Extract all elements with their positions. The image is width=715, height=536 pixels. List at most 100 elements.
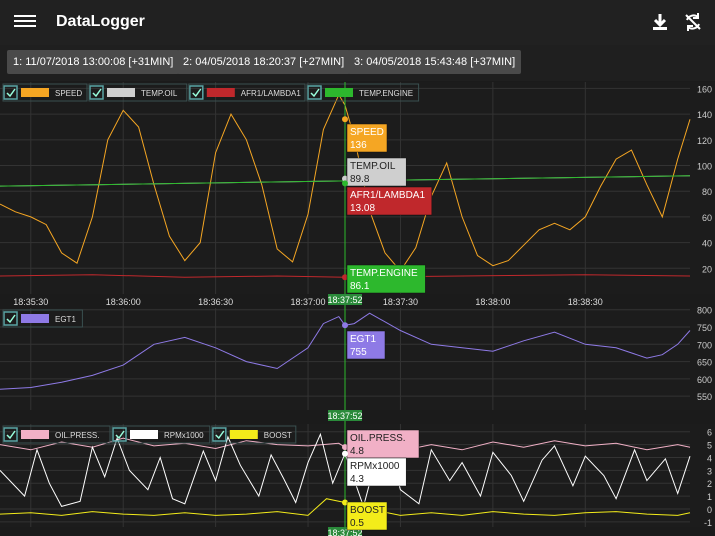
- cursor-time-label: 18:37:52: [327, 528, 362, 536]
- legend-item[interactable]: TEMP.OIL: [88, 83, 188, 102]
- value-tag-value: 89.8: [350, 174, 370, 185]
- legend-item[interactable]: BOOST: [211, 425, 297, 444]
- y-tick-label: 160: [697, 84, 712, 94]
- legend-swatch: [21, 88, 49, 97]
- y-tick-label: 750: [697, 323, 712, 333]
- legend-swatch: [130, 430, 158, 439]
- legend-label: RPMx1000: [164, 431, 204, 440]
- legend-item[interactable]: TEMP.ENGINE: [306, 83, 420, 102]
- y-tick-label: 2: [707, 479, 712, 489]
- y-tick-label: 100: [697, 162, 712, 172]
- value-tag: [346, 457, 407, 487]
- value-tag-name: TEMP.ENGINE: [350, 268, 418, 279]
- legend-frame: [306, 83, 420, 102]
- value-tag-name: EGT1: [350, 334, 377, 345]
- y-tick-label: 60: [702, 213, 712, 223]
- session-button-2[interactable]: 2: 04/05/2018 18:20:37 [+27MIN]: [177, 50, 351, 74]
- value-tag: [346, 501, 388, 531]
- check-icon: [115, 430, 125, 440]
- legend-item[interactable]: EGT1: [2, 309, 83, 328]
- legend-checkbox: [89, 85, 104, 100]
- legend-item[interactable]: AFR1/LAMBDA1: [188, 83, 306, 102]
- legend-label: BOOST: [264, 431, 292, 440]
- cursor-dot: [342, 499, 348, 506]
- check-icon: [6, 88, 16, 98]
- series-line-afr1-lambda1: [0, 274, 691, 278]
- y-tick-label: 600: [697, 375, 712, 385]
- value-tag-value: 755: [350, 347, 367, 358]
- download-icon[interactable]: [650, 12, 672, 34]
- legend-checkbox: [3, 427, 18, 442]
- legend-checkbox: [3, 311, 18, 326]
- x-tick-label: 18:35:30: [13, 297, 48, 307]
- value-tag-value: 0.5: [350, 518, 364, 529]
- value-tag-name: RPMx1000: [350, 461, 400, 472]
- y-tick-label: 40: [702, 239, 712, 249]
- y-tick-label: 650: [697, 358, 712, 368]
- legend-checkbox: [307, 85, 322, 100]
- legend-checkbox: [212, 427, 227, 442]
- value-tag-value: 13.08: [350, 203, 375, 214]
- legend-swatch: [325, 88, 353, 97]
- session-button-1[interactable]: 1: 11/07/2018 13:00:08 [+31MIN]: [7, 50, 180, 74]
- legend-item[interactable]: OIL.PRESS.: [2, 425, 111, 444]
- value-tag-name: TEMP.OIL: [350, 161, 396, 172]
- check-icon: [310, 88, 320, 98]
- check-icon: [6, 314, 16, 324]
- legend-frame: [111, 425, 211, 444]
- legend-frame: [2, 83, 88, 102]
- cursor-time-badge: [328, 410, 362, 421]
- value-tag-name: BOOST: [350, 505, 385, 516]
- legend-label: SPEED: [55, 89, 82, 98]
- legend-label: AFR1/LAMBDA1: [241, 89, 302, 98]
- cursor-time-badge: [328, 527, 362, 536]
- y-tick-label: 700: [697, 340, 712, 350]
- y-tick-label: 20: [702, 264, 712, 274]
- legend-item[interactable]: SPEED: [2, 83, 88, 102]
- series-line-rpmx1000: [0, 432, 691, 509]
- y-tick-label: 4: [707, 453, 712, 463]
- session-button-3[interactable]: 3: 04/05/2018 15:43:48 [+37MIN]: [348, 50, 522, 74]
- legend-frame: [211, 425, 297, 444]
- cursor-dot: [342, 322, 348, 329]
- value-tag-name: AFR1/LAMBDA1: [350, 190, 425, 201]
- sync-off-icon[interactable]: [683, 12, 705, 34]
- y-tick-label: 1: [707, 492, 712, 502]
- legend-item[interactable]: RPMx1000: [111, 425, 211, 444]
- value-tag: [346, 157, 407, 187]
- y-tick-label: 140: [697, 110, 712, 120]
- y-tick-label: 3: [707, 466, 712, 476]
- value-tag: [346, 264, 426, 294]
- legend-swatch: [21, 314, 49, 323]
- cursor-dot: [342, 175, 348, 182]
- value-tag-value: 86.1: [350, 281, 370, 292]
- cursor-dot: [342, 116, 348, 123]
- x-tick-label: 18:37:30: [383, 297, 418, 307]
- value-tag: [346, 186, 433, 216]
- x-tick-label: 18:36:00: [106, 297, 141, 307]
- value-tag: [346, 429, 420, 459]
- check-icon: [92, 88, 102, 98]
- check-icon: [6, 430, 16, 440]
- y-tick-label: 0: [707, 505, 712, 515]
- legend-checkbox: [3, 85, 18, 100]
- legend-frame: [2, 309, 83, 328]
- menu-icon[interactable]: [14, 12, 36, 32]
- legend-frame: [2, 425, 111, 444]
- cursor-dot: [342, 444, 348, 451]
- y-tick-label: -1: [704, 518, 712, 528]
- legend-label: TEMP.OIL: [141, 89, 178, 98]
- value-tag-value: 136: [350, 140, 367, 151]
- app-bar: DataLogger: [0, 0, 715, 45]
- legend-label: TEMP.ENGINE: [359, 89, 413, 98]
- legend-checkbox: [189, 85, 204, 100]
- cursor-time-label: 18:37:52: [327, 295, 362, 305]
- legend-frame: [88, 83, 188, 102]
- legend-checkbox: [112, 427, 127, 442]
- y-tick-label: 800: [697, 306, 712, 316]
- check-icon: [192, 88, 202, 98]
- y-tick-label: 550: [697, 392, 712, 402]
- y-tick-label: 6: [707, 428, 712, 438]
- value-tag: [346, 123, 388, 153]
